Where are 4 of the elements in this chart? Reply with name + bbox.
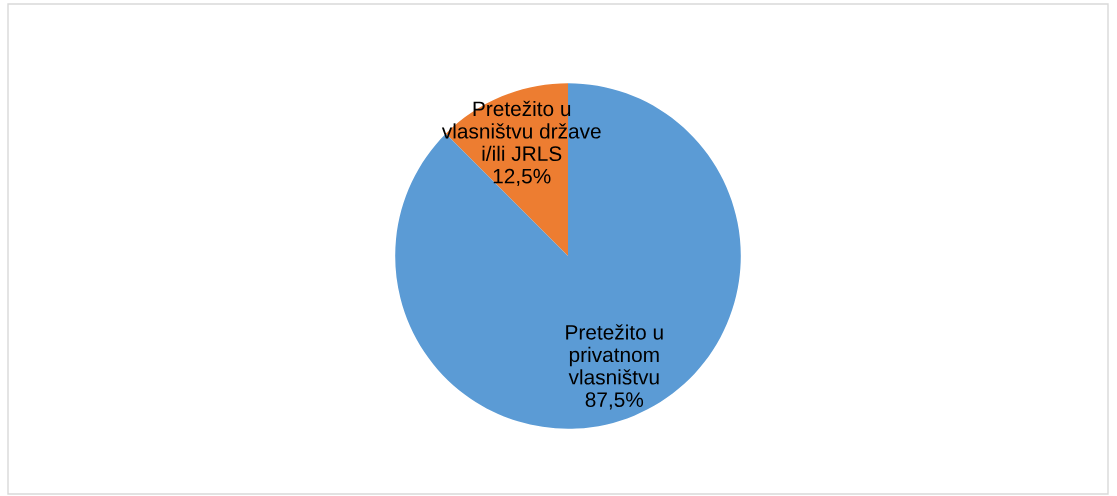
pie-slice <box>395 83 741 429</box>
data-label: 12,5% <box>493 168 551 186</box>
slice-label: Pretežito u privatnom vlasništvu <box>566 324 663 385</box>
data-label: 87,5% <box>585 392 644 410</box>
